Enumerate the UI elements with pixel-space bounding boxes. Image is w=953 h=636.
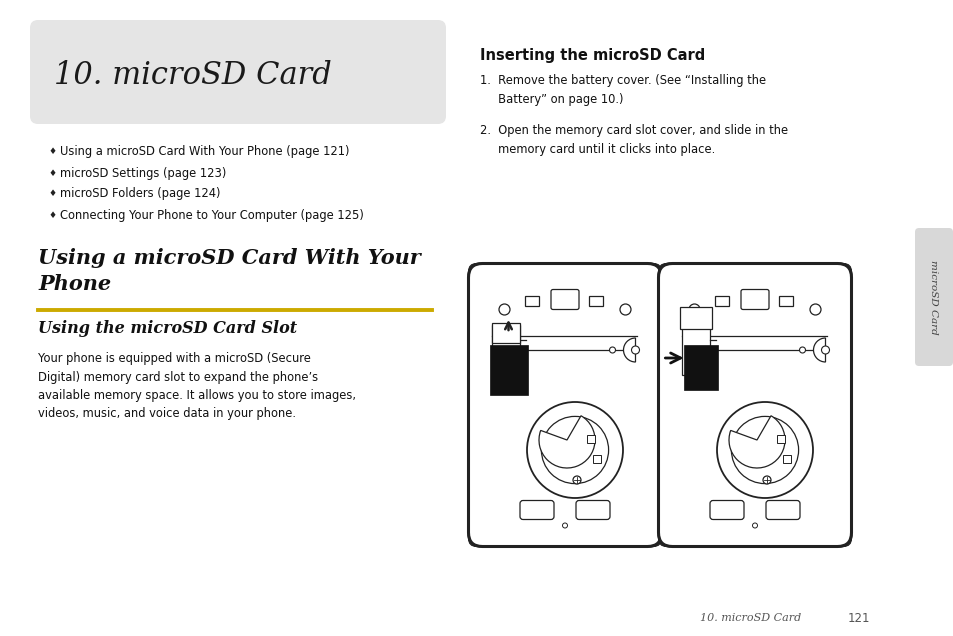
Wedge shape [538,416,595,468]
Text: 121: 121 [847,611,869,625]
Circle shape [717,402,812,498]
Bar [776,435,784,443]
FancyBboxPatch shape [519,501,554,520]
Text: Using the microSD Card Slot: Using the microSD Card Slot [38,320,296,337]
Wedge shape [623,338,635,362]
Bar [684,345,718,390]
Text: microSD Card: microSD Card [928,259,938,335]
FancyBboxPatch shape [740,289,768,310]
Text: Your phone is equipped with a microSD (Secure
Digital) memory card slot to expan: Your phone is equipped with a microSD (S… [38,352,355,420]
Circle shape [809,304,821,315]
Circle shape [609,347,615,353]
Bar [492,325,520,375]
Text: Inserting the microSD Card: Inserting the microSD Card [479,48,704,63]
Wedge shape [728,416,784,468]
Bar [588,296,602,305]
Text: Using a microSD Card With Your
Phone: Using a microSD Card With Your Phone [38,248,420,294]
Bar [782,455,790,463]
FancyBboxPatch shape [576,501,609,520]
FancyBboxPatch shape [30,20,446,124]
Text: microSD Settings (page 123): microSD Settings (page 123) [60,167,226,179]
Bar [681,325,710,375]
Circle shape [526,402,622,498]
Bar [714,296,728,305]
Text: ♦: ♦ [48,169,56,177]
Circle shape [619,304,630,315]
Text: 1.  Remove the battery cover. (See “Installing the
     Battery” on page 10.): 1. Remove the battery cover. (See “Insta… [479,74,765,106]
Bar [593,455,600,463]
Circle shape [688,304,700,315]
FancyBboxPatch shape [709,501,743,520]
Text: microSD Folders (page 124): microSD Folders (page 124) [60,188,220,200]
FancyBboxPatch shape [914,228,952,366]
Circle shape [799,347,804,353]
Text: 10. microSD Card: 10. microSD Card [54,60,332,92]
Text: ♦: ♦ [48,190,56,198]
Bar [490,345,528,395]
Circle shape [541,417,608,483]
Circle shape [562,523,567,528]
FancyBboxPatch shape [551,289,578,310]
Wedge shape [813,338,824,362]
Bar [679,307,712,329]
Circle shape [762,476,770,484]
Bar [779,296,792,305]
Bar [586,435,595,443]
Circle shape [731,417,798,483]
Circle shape [821,346,828,354]
Circle shape [631,346,639,354]
Text: 2.  Open the memory card slot cover, and slide in the
     memory card until it : 2. Open the memory card slot cover, and … [479,124,787,155]
Text: ♦: ♦ [48,148,56,156]
FancyBboxPatch shape [468,263,660,546]
Circle shape [498,304,510,315]
Bar [524,296,538,305]
FancyBboxPatch shape [658,263,851,546]
Text: Using a microSD Card With Your Phone (page 121): Using a microSD Card With Your Phone (pa… [60,146,349,158]
Text: 10. microSD Card: 10. microSD Card [700,613,801,623]
Circle shape [573,476,580,484]
Bar [492,323,520,343]
Text: ♦: ♦ [48,211,56,219]
Circle shape [752,523,757,528]
FancyBboxPatch shape [765,501,800,520]
Text: Connecting Your Phone to Your Computer (page 125): Connecting Your Phone to Your Computer (… [60,209,363,221]
